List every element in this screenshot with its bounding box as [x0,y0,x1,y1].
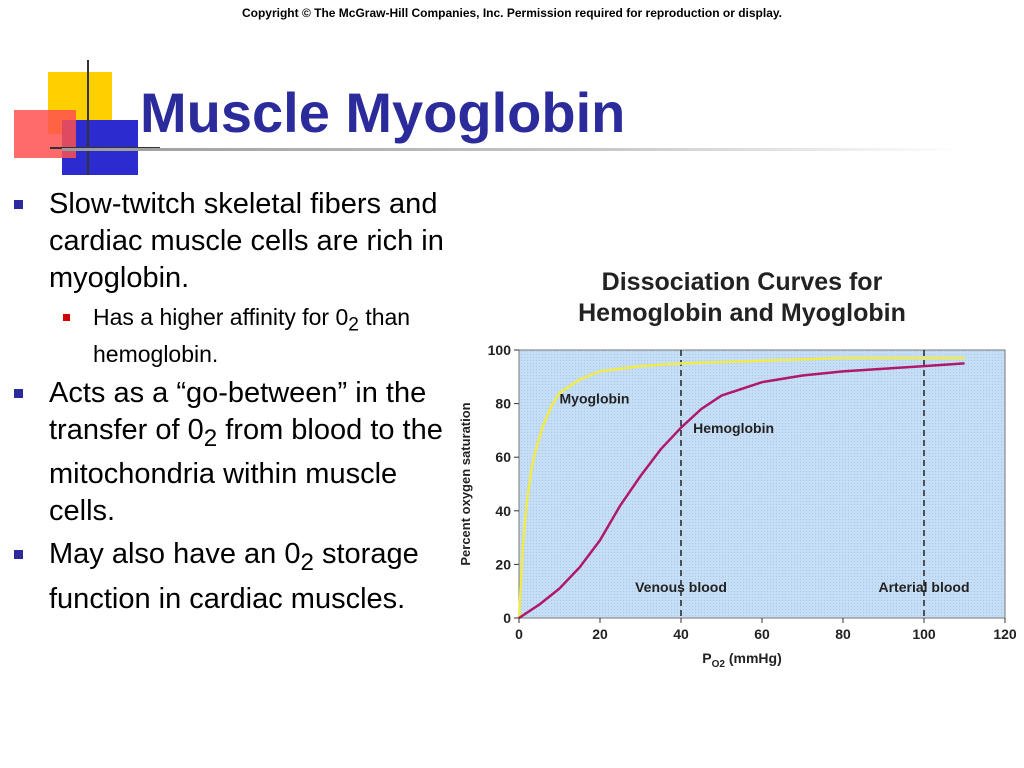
x-tick-label: 20 [592,626,608,642]
x-tick-label: 120 [993,626,1017,642]
x-tick-label: 100 [912,626,936,642]
x-tick-label: 60 [754,626,770,642]
bullet-text: May also have an 0 [49,538,301,571]
y-axis-label: Percent oxygen saturation [458,402,473,565]
subscript: 2 [203,424,218,452]
subscript: 2 [348,314,359,336]
sub-bullet-list: Has a higher affinity for 02 than hemogl… [49,303,444,369]
reference-line-label: Venous blood [635,579,727,595]
chart-title-line-2: Hemoglobin and Myoglobin [578,299,906,327]
x-axis-label-unit: (mmHg) [725,650,782,666]
series-label: Hemoglobin [693,420,774,436]
sub-bullet-item: Has a higher affinity for 02 than hemogl… [49,303,444,369]
sub-bullet-text-end: than hemoglobin. [93,304,411,367]
subscript: 2 [300,549,314,577]
bullet-text-end: storage function in cardiac muscles. [49,538,419,616]
y-tick-label: 60 [495,449,511,465]
bullet-list: Slow-twitch skeletal fibers and cardiac … [14,186,444,624]
y-tick-label: 100 [488,342,512,358]
square-bullet-icon [14,200,23,209]
x-axis-label-main: P [702,650,711,666]
y-tick-label: 80 [495,396,511,412]
x-tick-label: 80 [835,626,851,642]
myoglobin-curve [517,356,965,619]
square-bullet-icon [14,388,23,398]
hemoglobin-curve [518,362,965,620]
title-divider [62,148,962,151]
x-axis-label: PO2 (mmHg) [702,650,781,670]
y-tick-label: 40 [495,503,511,519]
y-tick-label: 20 [495,556,511,572]
sub-bullet-text: Has a higher affinity for 0 [93,304,349,330]
x-axis-label-subscript: O2 [712,659,726,670]
title-decoration [14,60,160,175]
y-tick-label: 0 [503,610,511,626]
reference-line-label: Arterial blood [878,579,969,595]
copyright-notice: Copyright © The McGraw-Hill Companies, I… [241,6,783,20]
bullet-item-1: Slow-twitch skeletal fibers and cardiac … [14,186,444,369]
square-bullet-icon [14,550,23,560]
x-tick-label: 0 [515,626,523,642]
bullet-text-end: from blood to the mitochondria within mu… [49,413,443,528]
bullet-item-2: Acts as a “go-between” in the transfer o… [14,375,444,531]
bullet-item-3: May also have an 02 storage function in … [14,536,444,618]
dissociation-chart: Dissociation Curves for Hemoglobin and M… [458,268,1017,670]
x-tick-label: 40 [673,626,689,642]
series-label: Myoglobin [560,391,630,407]
slide-title: Muscle Myoglobin [140,81,626,144]
square-sub-bullet-icon [63,314,70,321]
bullet-text: Acts as a “go-between” in the transfer o… [49,376,427,446]
chart-title-line-1: Dissociation Curves for [602,268,883,296]
bullet-text: Slow-twitch skeletal fibers and cardiac … [49,188,444,294]
